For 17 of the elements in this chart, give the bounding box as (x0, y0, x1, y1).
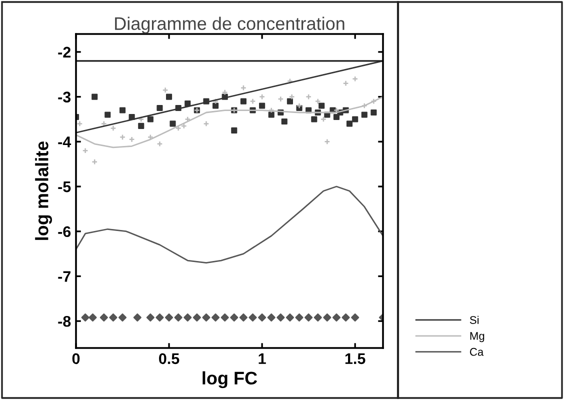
y-tick-label: -8 (58, 316, 71, 327)
legend-label: Ca (470, 348, 484, 356)
x-tick-label: 0.5 (159, 353, 180, 364)
y-tick-label: -5 (58, 182, 71, 192)
y-tick-label: -4 (58, 136, 72, 148)
x-tick-label: 1.5 (345, 353, 366, 364)
y-tick-label: -6 (58, 226, 71, 238)
chart-title: Diagramme de concentration (115, 16, 344, 34)
y-tick-label: -2 (58, 46, 71, 58)
y-axis-title: log molalite (35, 141, 52, 240)
legend-label: Mg (470, 332, 484, 342)
x-tick-label: 0 (72, 353, 80, 364)
legend-label: Si (470, 316, 479, 324)
x-tick-label: 1 (258, 353, 266, 364)
x-axis-title: log FC (202, 371, 258, 388)
y-tick-label: -7 (58, 271, 70, 282)
y-tick-label: -3 (58, 92, 71, 103)
